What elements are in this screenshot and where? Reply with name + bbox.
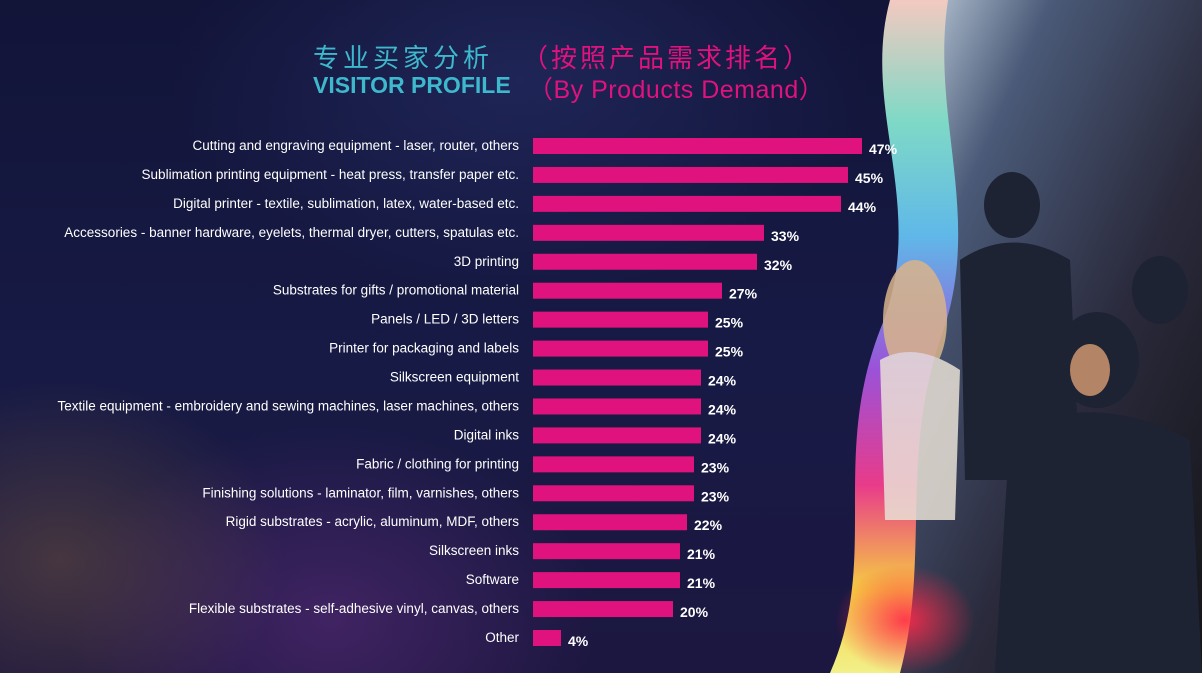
- value-label: 24%: [708, 430, 737, 446]
- category-label: Other: [485, 630, 519, 645]
- bar: [533, 340, 708, 357]
- value-label: 27%: [729, 286, 758, 302]
- value-label: 23%: [701, 459, 730, 475]
- value-label: 33%: [771, 228, 800, 244]
- category-label: Silkscreen inks: [429, 543, 519, 558]
- value-label: 20%: [680, 604, 709, 620]
- category-label: Software: [466, 572, 519, 587]
- page-subtitle-en: （By Products Demand）: [528, 76, 825, 104]
- category-label: Substrates for gifts / promotional mater…: [273, 283, 519, 298]
- category-label: Panels / LED / 3D letters: [371, 312, 519, 327]
- bar: [533, 138, 862, 154]
- value-label: 32%: [764, 257, 793, 273]
- bar: [533, 427, 701, 444]
- category-label: 3D printing: [454, 254, 519, 269]
- category-label: Digital inks: [454, 427, 520, 442]
- value-label: 25%: [715, 344, 744, 360]
- bar: [533, 253, 757, 270]
- page-subtitle-cn: （按照产品需求排名）: [522, 44, 813, 74]
- category-label: Finishing solutions - laminator, film, v…: [202, 485, 519, 500]
- category-label: Printer for packaging and labels: [329, 341, 519, 356]
- bar: [533, 166, 848, 183]
- bar: [533, 456, 694, 473]
- value-label: 22%: [694, 517, 723, 533]
- bar: [533, 282, 722, 299]
- category-label: Fabric / clothing for printing: [356, 456, 519, 471]
- value-label: 23%: [701, 488, 730, 504]
- value-label: 44%: [848, 199, 877, 215]
- value-label: 21%: [687, 575, 716, 591]
- value-label: 24%: [708, 401, 737, 417]
- bar: [533, 543, 680, 560]
- value-label: 24%: [708, 373, 737, 389]
- category-label: Textile equipment - embroidery and sewin…: [58, 398, 520, 413]
- bar: [533, 630, 561, 646]
- page-title-en: VISITOR PROFILE: [313, 72, 511, 98]
- bar: [533, 311, 708, 328]
- value-label: 4%: [568, 633, 589, 649]
- bar: [533, 514, 687, 531]
- bar: [533, 572, 680, 589]
- bar: [533, 224, 764, 241]
- bar: [533, 398, 701, 415]
- bar: [533, 195, 841, 212]
- category-label: Silkscreen equipment: [390, 370, 519, 385]
- category-label: Accessories - banner hardware, eyelets, …: [64, 225, 519, 240]
- value-label: 21%: [687, 546, 716, 562]
- value-label: 45%: [855, 170, 884, 186]
- category-label: Rigid substrates - acrylic, aluminum, MD…: [226, 514, 520, 529]
- category-label: Cutting and engraving equipment - laser,…: [193, 138, 520, 153]
- page-title-cn: 专业买家分析: [313, 44, 494, 74]
- value-label: 25%: [715, 315, 744, 331]
- bar: [533, 485, 694, 502]
- bar: [533, 369, 701, 386]
- category-label: Sublimation printing equipment - heat pr…: [142, 167, 519, 182]
- category-label: Digital printer - textile, sublimation, …: [173, 196, 519, 211]
- category-label: Flexible substrates - self-adhesive viny…: [189, 601, 519, 616]
- value-label: 47%: [869, 141, 898, 157]
- bar: [533, 601, 673, 618]
